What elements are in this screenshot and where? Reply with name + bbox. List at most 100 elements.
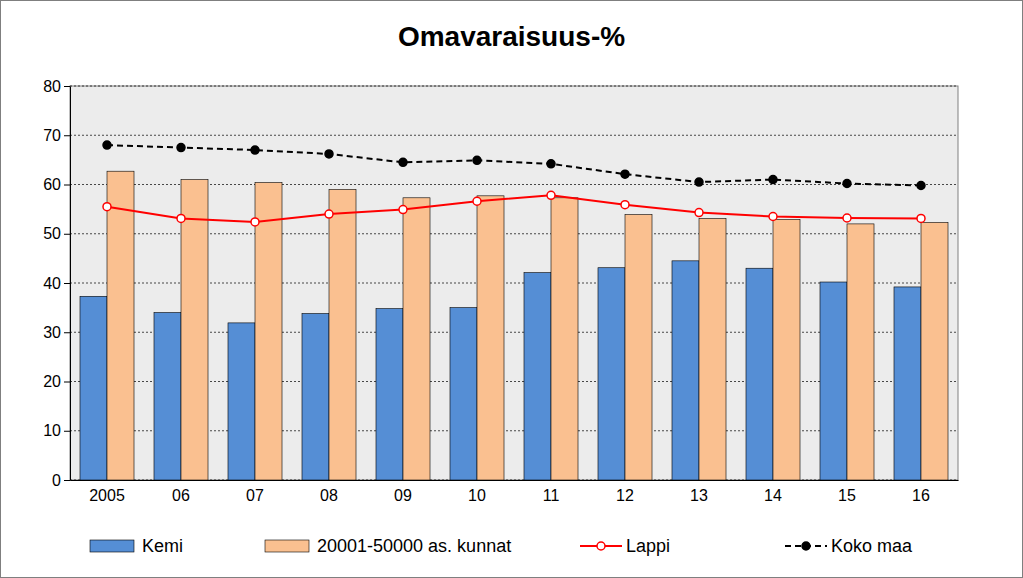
y-tick-mark [64,185,70,186]
marker [399,206,407,214]
x-axis: 20050607080910111213141516 [71,481,959,505]
legend-marker [597,542,605,550]
figure-border [1,1,1023,578]
bar [551,198,578,480]
x-tick: 10 [468,487,486,504]
marker [103,141,111,149]
marker [103,203,111,211]
legend-label: Koko maa [831,536,913,556]
bar [154,313,181,480]
bar [746,268,773,480]
legend-label: 20001-50000 as. kunnat [317,536,511,556]
grid [70,86,958,480]
bar [329,189,356,480]
y-tick-label: 30 [43,324,61,341]
bar [228,323,255,480]
x-tick-label: 08 [320,487,338,504]
x-tick-label: 10 [468,487,486,504]
bar [921,222,948,480]
x-tick: 06 [172,487,190,504]
marker [473,197,481,205]
marker [769,176,777,184]
y-tick-label: 40 [43,275,61,292]
x-tick: 13 [690,487,708,504]
marker [177,144,185,152]
grid-line [70,135,958,136]
y-tick-mark [64,332,70,333]
x-axis-line [71,480,959,481]
marker [473,156,481,164]
marker [325,210,333,218]
marker [843,180,851,188]
y-tick-mark [64,283,70,284]
y-axis-line [70,87,71,481]
marker [399,158,407,166]
marker [177,214,185,222]
y-tick-mark [64,135,70,136]
bar [181,180,208,480]
legend-item: Lappi [580,536,670,556]
y-axis: 01020304050607080 [43,78,70,489]
bar [625,215,652,480]
x-tick-label: 09 [394,487,412,504]
marker [251,146,259,154]
marker [769,213,777,221]
y-tick: 40 [43,275,70,292]
marker [621,170,629,178]
marker [843,214,851,222]
x-tick-label: 16 [912,487,930,504]
marker [547,160,555,168]
y-tick-mark [64,480,70,481]
legend-label: Lappi [626,536,670,556]
x-tick-label: 2005 [89,487,125,504]
y-tick: 20 [43,373,70,390]
x-tick: 2005 [89,487,125,504]
legend-label: Kemi [142,536,183,556]
y-tick-label: 70 [43,127,61,144]
marks [80,141,948,480]
marker [917,214,925,222]
legend-swatch [90,540,134,552]
bar [598,268,625,480]
marker-series [103,141,925,189]
y-tick-label: 20 [43,373,61,390]
marker-series [103,191,925,226]
bar [450,308,477,480]
line [107,195,921,222]
bar [376,309,403,480]
bar [477,196,504,480]
bar [847,224,874,480]
legend: Kemi 20001-50000 as. kunnat Lappi Koko maa [90,536,913,556]
x-tick: 12 [616,487,634,504]
y-tick: 60 [43,176,70,193]
marker [695,209,703,217]
y-tick-label: 10 [43,422,61,439]
legend-swatch [265,540,309,552]
legend-item: Koko maa [785,536,913,556]
grid-line [70,86,958,87]
bar [894,287,921,480]
y-tick: 10 [43,422,70,439]
marker [251,218,259,226]
y-tick-mark [64,382,70,383]
bar [255,183,282,480]
y-tick: 30 [43,324,70,341]
x-tick-label: 06 [172,487,190,504]
y-tick-mark [64,234,70,235]
plot-background [70,86,958,480]
marker [621,201,629,209]
y-tick: 50 [43,225,70,242]
line [107,145,921,185]
marker [547,191,555,199]
x-tick-label: 07 [246,487,264,504]
x-tick-label: 15 [838,487,856,504]
bar [699,218,726,480]
y-tick-label: 60 [43,176,61,193]
plot: 0102030405060708020050607080910111213141… [43,78,958,505]
x-tick: 07 [246,487,264,504]
x-tick-label: 12 [616,487,634,504]
bar [524,273,551,480]
chart: Omavaraisuus-%01020304050607080200506070… [0,0,1023,578]
y-tick-mark [64,86,70,87]
x-tick: 14 [764,487,782,504]
